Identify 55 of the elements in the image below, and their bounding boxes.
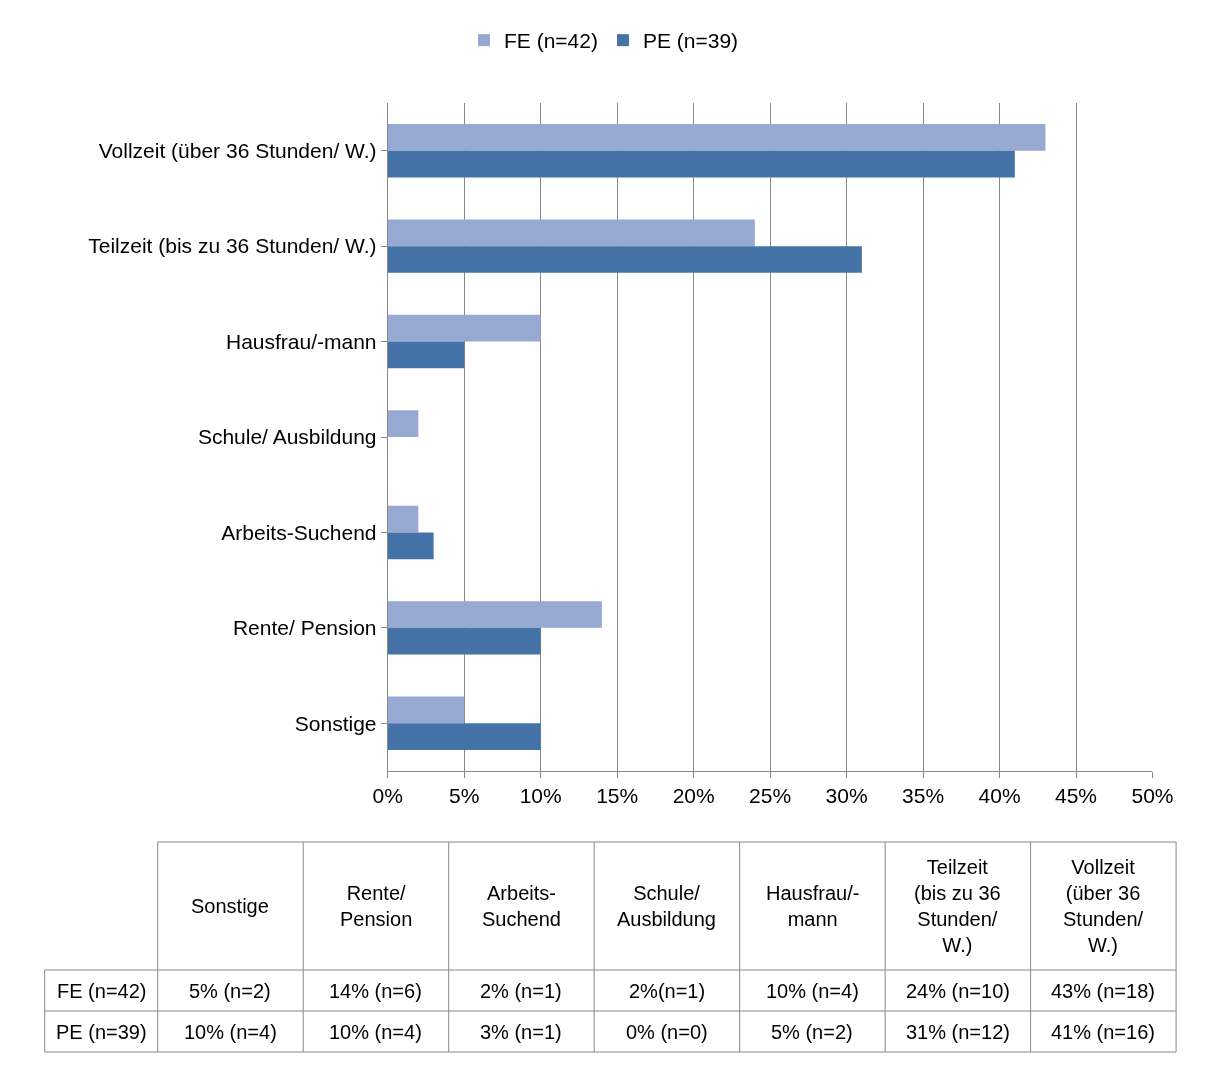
bar xyxy=(387,505,419,533)
y-tick-label: Arbeits-Suchend xyxy=(221,520,377,544)
data-label: 31% (n=12) xyxy=(906,1021,1010,1043)
data-label: 2% (n=1) xyxy=(480,980,562,1002)
x-tick-label: 50% xyxy=(1131,784,1174,808)
data-label: 43% (n=18) xyxy=(1051,980,1155,1002)
data-label: 41% (n=16) xyxy=(1051,1021,1155,1043)
bar xyxy=(387,150,1015,178)
data-label: 3% (n=1) xyxy=(480,1021,562,1043)
data-label: 24% (n=10) xyxy=(906,980,1010,1002)
bar xyxy=(387,627,541,655)
x-tick-label: 0% xyxy=(372,784,403,808)
category-label: Vollzeit (über 36 Stunden/ W.) xyxy=(1063,856,1144,956)
x-tick-label: 25% xyxy=(749,784,792,808)
bar xyxy=(387,696,465,724)
x-tick-label: 5% xyxy=(449,784,480,808)
category-label: Teilzeit (bis zu 36 Stunden/ W.) xyxy=(914,856,1001,956)
x-tick-label: 45% xyxy=(1055,784,1098,808)
x-tick-label: 30% xyxy=(825,784,868,808)
y-tick-label: Teilzeit (bis zu 36 Stunden/ W.) xyxy=(88,234,377,258)
data-label: 10% (n=4) xyxy=(184,1021,277,1043)
y-tick-label: Schule/ Ausbildung xyxy=(197,425,377,449)
bar xyxy=(387,341,465,369)
data-label: 0% (n=0) xyxy=(626,1021,708,1043)
y-tick-label: Vollzeit (über 36 Stunden/ W.) xyxy=(98,139,377,163)
text: PE (n=39) xyxy=(56,1021,147,1043)
bar xyxy=(387,410,419,437)
text: FE (n=42) xyxy=(57,980,147,1002)
legend-label: FE (n=42) xyxy=(504,29,598,53)
y-tick-label: Sonstige xyxy=(294,711,377,735)
x-tick-label: 20% xyxy=(672,784,715,808)
category-label: Rente/ Pension xyxy=(340,882,413,930)
data-label: 5% (n=2) xyxy=(771,1021,853,1043)
bar xyxy=(387,314,541,342)
bar xyxy=(387,601,602,628)
bar xyxy=(387,723,541,751)
bar xyxy=(387,123,1046,151)
x-tick-label: 10% xyxy=(519,784,562,808)
legend-label: PE (n=39) xyxy=(642,29,739,53)
data-label: 10% (n=4) xyxy=(329,1021,422,1043)
data-label: 10% (n=4) xyxy=(766,980,859,1002)
x-tick-label: 15% xyxy=(596,784,639,808)
category-label: Schule/ Ausbildung xyxy=(617,882,716,930)
bar xyxy=(387,219,755,247)
category-label: Hausfrau/-mann xyxy=(766,882,860,930)
data-label: 14% (n=6) xyxy=(329,980,422,1002)
bar xyxy=(387,532,434,560)
y-tick-label: Rente/ Pension xyxy=(232,616,377,640)
bar xyxy=(387,246,862,273)
category-label: Arbeits-Suchend xyxy=(482,882,561,930)
x-tick-label: 35% xyxy=(902,784,945,808)
y-tick-label: Hausfrau/-mann xyxy=(225,329,377,353)
data-label: 2%(n=1) xyxy=(629,980,706,1002)
x-tick-label: 40% xyxy=(978,784,1021,808)
data-label: 5% (n=2) xyxy=(189,980,271,1002)
